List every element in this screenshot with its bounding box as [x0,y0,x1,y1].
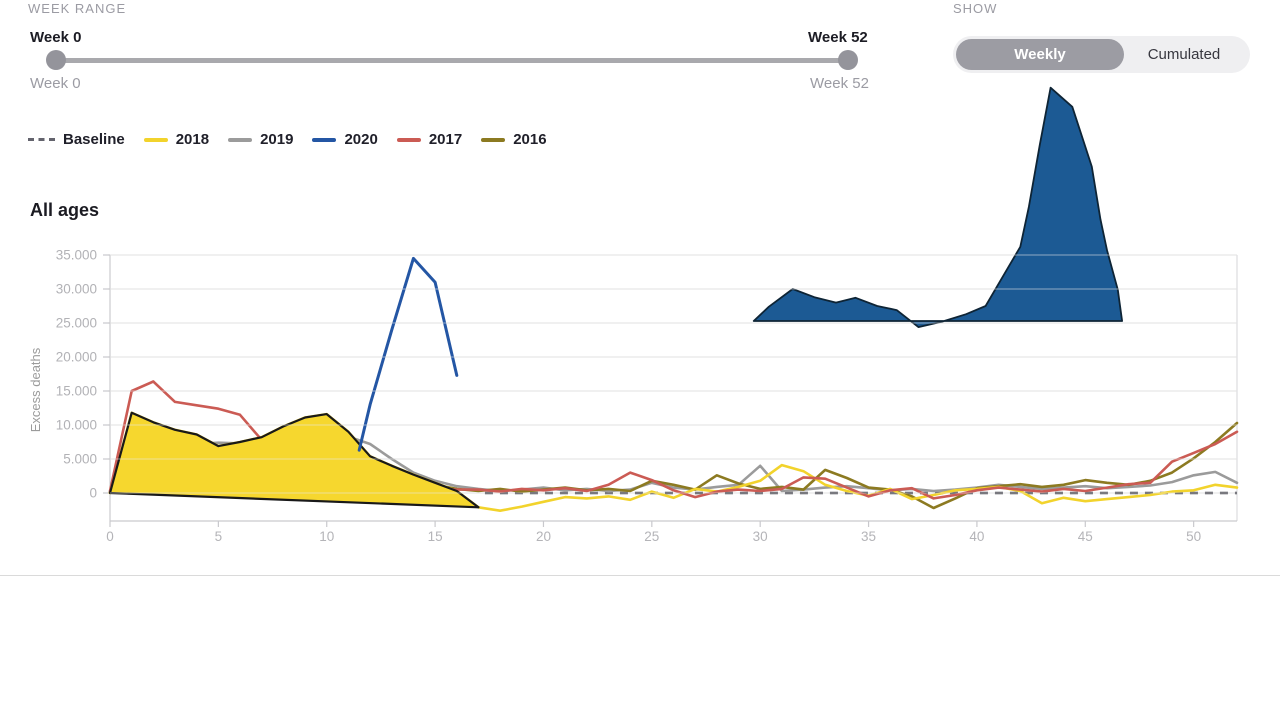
legend-label: 2019 [260,131,294,148]
week-range-max-value: Week 52 [808,29,868,46]
y-axis-tick-label: 35.000 [56,248,97,263]
legend-label: Baseline [63,131,125,148]
legend-item-2020[interactable]: 2020 [312,131,378,148]
legend-label: 2017 [428,131,463,148]
area-2018 [108,411,480,509]
y-axis-tick-label: 10.000 [56,418,97,433]
show-label: SHOW [953,1,998,16]
y-axis-tick-label: 5.000 [63,452,97,467]
week-range-min-value: Week 0 [30,29,82,46]
week-range-slider[interactable] [46,46,858,74]
legend-label: 2020 [344,131,378,148]
line-swatch-icon [312,137,337,142]
line-swatch-icon [481,137,506,142]
y-axis-tick-label: 20.000 [56,350,97,365]
toggle-option-weekly[interactable]: Weekly [956,39,1124,70]
slider-handle-max[interactable] [838,50,858,70]
line-swatch-icon [228,137,253,142]
legend-item-2016[interactable]: 2016 [481,131,547,148]
x-axis-tick-label: 15 [428,529,443,544]
week-range-min-bound: Week 0 [30,75,81,92]
x-axis-tick-label: 45 [1078,529,1093,544]
series-line-2017 [108,380,1239,500]
legend-item-2019[interactable]: 2019 [228,131,293,148]
x-axis-tick-label: 0 [106,529,114,544]
x-axis-tick-label: 20 [536,529,551,544]
gridlines [108,254,1237,494]
week-range-label: WEEK RANGE [28,1,127,16]
area-2020-wave2 [752,86,1123,329]
x-axis-tick-label: 35 [861,529,876,544]
x-axis-tick-label: 40 [969,529,984,544]
series-line-2018 [108,411,1239,513]
y-axis-title: Excess deaths [28,347,43,432]
line-swatch-icon [143,137,168,142]
series-line-2016 [108,421,1239,510]
gridline-overlay [110,254,1237,494]
legend-label: 2016 [513,131,547,148]
chart-title: All ages [30,200,100,220]
chart-legend: Baseline 2018 2019 2020 2017 2016 [28,131,547,148]
dashed-line-swatch-icon [28,138,55,141]
y-axis-tick-label: 25.000 [56,316,97,331]
slider-handle-min[interactable] [46,50,66,70]
x-axis-tick-label: 5 [215,529,223,544]
x-axis-tick-label: 50 [1186,529,1201,544]
legend-item-2017[interactable]: 2017 [396,131,463,148]
show-toggle[interactable]: Weekly Cumulated [953,36,1250,73]
week-range-max-bound: Week 52 [810,75,869,92]
axis-tick-labels: 0 5.000 10.000 15.000 20.000 25.000 30.000 35.0… [56,248,1201,545]
axes [103,254,1238,527]
x-axis-tick-label: 10 [319,529,334,544]
toggle-option-cumulated[interactable]: Cumulated [1124,36,1244,73]
x-axis-tick-label: 30 [753,529,768,544]
y-axis-tick-label: 30.000 [56,282,97,297]
legend-item-2018[interactable]: 2018 [143,131,210,148]
y-axis-tick-label: 0 [89,486,97,501]
slider-track[interactable] [55,58,848,63]
excess-deaths-chart: 0 5.000 10.000 15.000 20.000 25.000 30.000 35.0… [28,86,1239,545]
bottom-divider [0,575,1280,576]
x-axis-tick-label: 25 [644,529,659,544]
y-axis-tick-label: 15.000 [56,384,97,399]
series-line-2020-wave1 [357,256,459,452]
line-swatch-icon [396,137,421,142]
legend-item-baseline[interactable]: Baseline [28,131,125,148]
series-line-2019 [108,435,1239,493]
legend-label: 2018 [175,131,210,148]
